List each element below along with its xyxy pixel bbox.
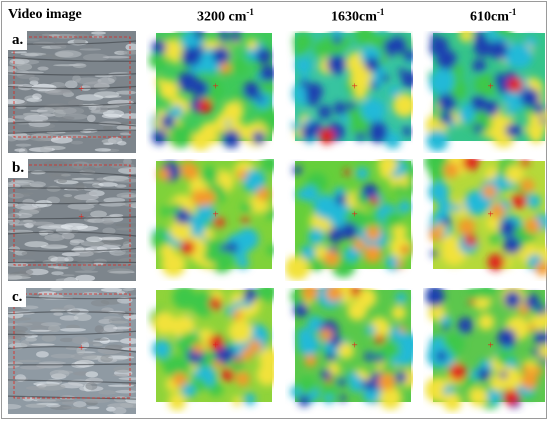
raman-map-row-3-col-2: + xyxy=(285,288,413,414)
row-label-1: a. xyxy=(8,31,28,50)
raman-map-row-1-col-1: + xyxy=(146,31,274,153)
header-1630: 1630cm-1 xyxy=(331,7,385,25)
svg-text:+: + xyxy=(213,209,219,221)
svg-text:+: + xyxy=(487,339,493,351)
svg-text:+: + xyxy=(487,81,493,93)
video-image-row-2: + b. xyxy=(8,159,136,281)
row-label-2: b. xyxy=(8,159,29,178)
raman-map-row-1-col-2: + xyxy=(285,31,413,153)
svg-text:+: + xyxy=(78,343,84,354)
svg-text:+: + xyxy=(78,212,84,223)
header-video-image: Video image xyxy=(8,7,82,22)
svg-text:+: + xyxy=(213,81,219,93)
raman-map-row-2-col-3: + xyxy=(423,159,547,281)
raman-map-row-2-col-2: + xyxy=(285,159,413,281)
header-610: 610cm-1 xyxy=(470,7,517,25)
svg-text:+: + xyxy=(78,84,84,95)
raman-map-row-2-col-1: + xyxy=(146,159,274,281)
video-image-row-3: + c. xyxy=(8,288,136,414)
raman-map-row-1-col-3: + xyxy=(423,31,547,153)
video-image-row-1: + a. xyxy=(8,31,136,153)
raman-map-row-3-col-1: + xyxy=(146,288,274,414)
svg-text:+: + xyxy=(352,81,358,93)
header-3200: 3200 cm-1 xyxy=(197,7,254,25)
raman-map-row-3-col-3: + xyxy=(423,288,547,414)
svg-text:+: + xyxy=(352,339,358,351)
row-label-3: c. xyxy=(8,288,27,307)
svg-text:+: + xyxy=(352,209,358,221)
svg-text:+: + xyxy=(213,339,219,351)
svg-text:+: + xyxy=(487,209,493,221)
